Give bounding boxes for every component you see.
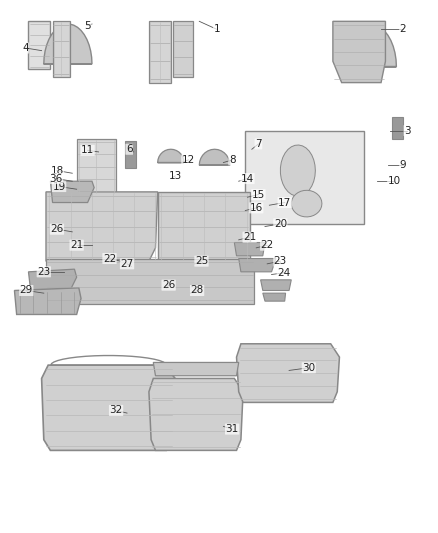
Text: 17: 17 <box>278 198 291 207</box>
Text: 24: 24 <box>277 268 290 278</box>
Text: 29: 29 <box>20 286 33 295</box>
Polygon shape <box>149 378 243 450</box>
Text: 26: 26 <box>162 280 175 290</box>
Text: 8: 8 <box>229 155 236 165</box>
Polygon shape <box>237 344 339 402</box>
Text: 5: 5 <box>84 21 91 30</box>
Polygon shape <box>77 139 116 195</box>
Text: 12: 12 <box>182 155 195 165</box>
Text: 32: 32 <box>110 406 123 415</box>
Text: 1: 1 <box>213 25 220 34</box>
Polygon shape <box>245 131 364 224</box>
Text: 14: 14 <box>241 174 254 183</box>
Text: 7: 7 <box>255 139 262 149</box>
Text: 21: 21 <box>70 240 83 250</box>
Polygon shape <box>234 243 265 256</box>
Text: 20: 20 <box>274 219 287 229</box>
Text: 11: 11 <box>81 146 94 155</box>
Text: 2: 2 <box>399 25 406 34</box>
Polygon shape <box>173 21 193 77</box>
Polygon shape <box>158 149 184 163</box>
Text: 23: 23 <box>37 267 50 277</box>
Text: 13: 13 <box>169 171 182 181</box>
Text: 22: 22 <box>261 240 274 250</box>
Polygon shape <box>53 21 70 77</box>
Polygon shape <box>344 24 396 67</box>
Polygon shape <box>291 190 322 217</box>
Polygon shape <box>239 259 276 272</box>
Polygon shape <box>153 362 239 376</box>
Text: 28: 28 <box>191 286 204 295</box>
Polygon shape <box>28 21 50 69</box>
Text: 10: 10 <box>388 176 401 186</box>
Polygon shape <box>50 181 94 203</box>
Polygon shape <box>42 365 175 450</box>
Polygon shape <box>14 288 81 314</box>
Polygon shape <box>261 280 291 290</box>
Polygon shape <box>28 269 77 290</box>
Text: 3: 3 <box>404 126 411 135</box>
Polygon shape <box>263 293 286 301</box>
Text: 4: 4 <box>22 43 29 53</box>
Text: 30: 30 <box>302 363 315 373</box>
Polygon shape <box>333 21 385 83</box>
Text: 31: 31 <box>226 424 239 434</box>
Polygon shape <box>44 24 92 64</box>
Text: 9: 9 <box>399 160 406 170</box>
Text: 19: 19 <box>53 182 66 191</box>
Text: 36: 36 <box>49 174 63 183</box>
Polygon shape <box>149 21 171 83</box>
Polygon shape <box>280 145 315 196</box>
Polygon shape <box>392 117 403 139</box>
Text: 18: 18 <box>50 166 64 175</box>
Polygon shape <box>46 259 254 304</box>
Text: 21: 21 <box>243 232 256 242</box>
Text: 27: 27 <box>120 259 134 269</box>
Text: 6: 6 <box>126 144 133 154</box>
Text: 22: 22 <box>103 254 116 263</box>
Polygon shape <box>158 192 250 261</box>
Text: 23: 23 <box>274 256 287 266</box>
Text: 16: 16 <box>250 203 263 213</box>
Polygon shape <box>199 149 230 165</box>
Polygon shape <box>46 192 158 261</box>
Text: 15: 15 <box>252 190 265 199</box>
Polygon shape <box>125 141 136 168</box>
Text: 25: 25 <box>195 256 208 266</box>
Text: 26: 26 <box>50 224 64 234</box>
